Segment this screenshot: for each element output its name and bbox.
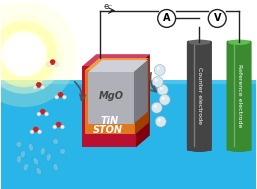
Polygon shape [85,70,135,134]
Text: A: A [163,13,170,23]
Ellipse shape [228,147,250,152]
Circle shape [0,21,57,87]
Circle shape [152,77,163,87]
Circle shape [53,138,59,144]
Text: MgO: MgO [99,91,124,101]
Circle shape [62,95,66,99]
Polygon shape [135,58,149,134]
Ellipse shape [36,167,41,175]
Polygon shape [85,58,149,70]
Circle shape [60,148,66,154]
Text: TiN: TiN [100,116,118,125]
Circle shape [56,122,61,127]
Circle shape [41,85,44,89]
Circle shape [1,31,47,77]
Ellipse shape [23,163,28,171]
Circle shape [58,92,63,98]
FancyBboxPatch shape [187,41,212,151]
Circle shape [55,95,59,99]
Text: Reference electrode: Reference electrode [236,64,242,128]
Circle shape [0,14,64,94]
Circle shape [0,1,77,107]
Ellipse shape [228,40,250,45]
Polygon shape [134,60,148,124]
Circle shape [30,130,34,134]
Circle shape [33,127,39,132]
Circle shape [40,109,45,115]
Circle shape [45,112,49,116]
Ellipse shape [20,150,25,158]
Polygon shape [136,54,150,147]
Circle shape [50,59,56,65]
Circle shape [55,63,58,66]
Polygon shape [82,54,150,66]
Circle shape [37,112,41,116]
Circle shape [157,67,160,70]
Ellipse shape [33,157,39,165]
Circle shape [16,141,22,147]
Circle shape [154,105,157,108]
Circle shape [155,116,166,127]
Circle shape [154,65,165,75]
Ellipse shape [28,143,33,151]
Ellipse shape [46,153,51,161]
Circle shape [38,130,42,134]
Ellipse shape [188,147,210,152]
Circle shape [8,38,40,70]
Circle shape [159,94,170,105]
Polygon shape [82,66,136,147]
Text: STON: STON [93,125,123,135]
Polygon shape [88,60,148,72]
Circle shape [158,119,161,122]
Circle shape [162,97,165,100]
Circle shape [160,87,163,90]
Circle shape [155,79,158,82]
Polygon shape [88,72,134,124]
Ellipse shape [40,148,45,155]
Ellipse shape [188,40,210,45]
Ellipse shape [53,163,58,171]
Circle shape [33,85,37,89]
Circle shape [157,84,168,95]
Circle shape [158,9,176,27]
Circle shape [36,82,42,88]
Polygon shape [1,80,256,189]
Polygon shape [1,80,256,84]
Circle shape [151,102,162,113]
Circle shape [47,63,51,66]
Ellipse shape [16,155,22,163]
Text: Counter electrode: Counter electrode [197,67,202,124]
Circle shape [61,125,64,129]
FancyBboxPatch shape [226,41,252,151]
Text: V: V [214,13,221,23]
Circle shape [208,9,226,27]
Text: e⁻: e⁻ [103,2,113,11]
Circle shape [53,125,57,129]
